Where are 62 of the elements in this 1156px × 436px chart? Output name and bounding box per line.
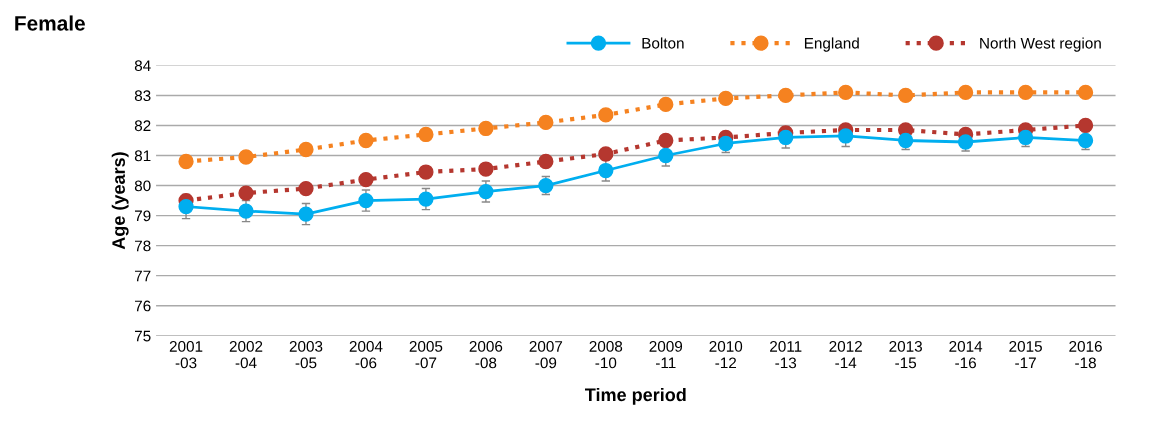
x-tick-label: 2009 -11 bbox=[649, 340, 683, 369]
point bbox=[898, 87, 914, 104]
x-tick-label: 2011 -13 bbox=[770, 340, 802, 369]
point bbox=[238, 185, 254, 201]
point bbox=[358, 171, 374, 188]
x-tick-label: 2010 -12 bbox=[709, 340, 743, 369]
y-axis-title: Age (years) bbox=[111, 152, 129, 250]
x-tick-label: 2008 -10 bbox=[589, 340, 623, 369]
x-tick-label: 2015 -17 bbox=[1009, 340, 1042, 369]
point bbox=[178, 198, 194, 215]
point bbox=[957, 84, 974, 101]
point bbox=[418, 191, 434, 207]
point bbox=[298, 141, 314, 158]
legend-label: North West region bbox=[980, 37, 1101, 52]
x-tick-label: 2014 -16 bbox=[949, 340, 983, 369]
y-tick-label: 77 bbox=[134, 270, 151, 282]
point bbox=[538, 153, 554, 170]
x-tick-label: 2012 -14 bbox=[829, 340, 862, 369]
x-axis-title: Time period bbox=[585, 387, 686, 405]
point bbox=[298, 206, 314, 222]
x-tick-label: 2006 -08 bbox=[469, 340, 503, 369]
x-tick-label: 2016 -18 bbox=[1069, 340, 1102, 369]
point bbox=[478, 161, 494, 177]
y-tick-label: 83 bbox=[134, 90, 151, 102]
x-tick-label: 2007 -09 bbox=[529, 340, 563, 369]
x-tick-label: 2003 -05 bbox=[289, 340, 323, 369]
point bbox=[358, 132, 374, 149]
point bbox=[418, 164, 434, 180]
y-tick-label: 84 bbox=[134, 60, 151, 72]
point bbox=[238, 203, 254, 219]
y-tick-label: 75 bbox=[134, 330, 151, 342]
point bbox=[238, 149, 254, 165]
point bbox=[298, 180, 314, 197]
point bbox=[178, 153, 194, 170]
point bbox=[598, 146, 614, 162]
x-tick-label: 2005 -07 bbox=[409, 340, 443, 369]
point bbox=[478, 120, 494, 137]
point bbox=[418, 126, 434, 143]
point bbox=[538, 114, 554, 131]
chart-title: Female bbox=[15, 15, 85, 31]
point bbox=[1077, 84, 1094, 101]
y-tick-label: 80 bbox=[134, 180, 151, 192]
x-tick-label: 2013 -15 bbox=[889, 340, 922, 369]
x-tick-label: 2002 -04 bbox=[229, 340, 263, 369]
point bbox=[1017, 84, 1034, 101]
y-tick-label: 81 bbox=[134, 150, 151, 162]
point bbox=[658, 132, 674, 149]
point bbox=[838, 84, 854, 101]
point bbox=[838, 128, 854, 144]
y-tick-label: 78 bbox=[134, 240, 151, 252]
point bbox=[718, 90, 734, 107]
y-tick-label: 76 bbox=[134, 300, 151, 312]
legend-label: England bbox=[804, 37, 859, 52]
point bbox=[1077, 117, 1094, 134]
point bbox=[658, 96, 674, 113]
x-tick-label: 2004 -06 bbox=[349, 340, 383, 369]
y-tick-label: 82 bbox=[134, 120, 151, 132]
x-tick-label: 2001 -03 bbox=[169, 340, 203, 369]
point bbox=[778, 87, 794, 104]
point bbox=[598, 107, 614, 123]
legend-label: Bolton bbox=[642, 37, 684, 49]
y-tick-label: 79 bbox=[134, 210, 151, 222]
